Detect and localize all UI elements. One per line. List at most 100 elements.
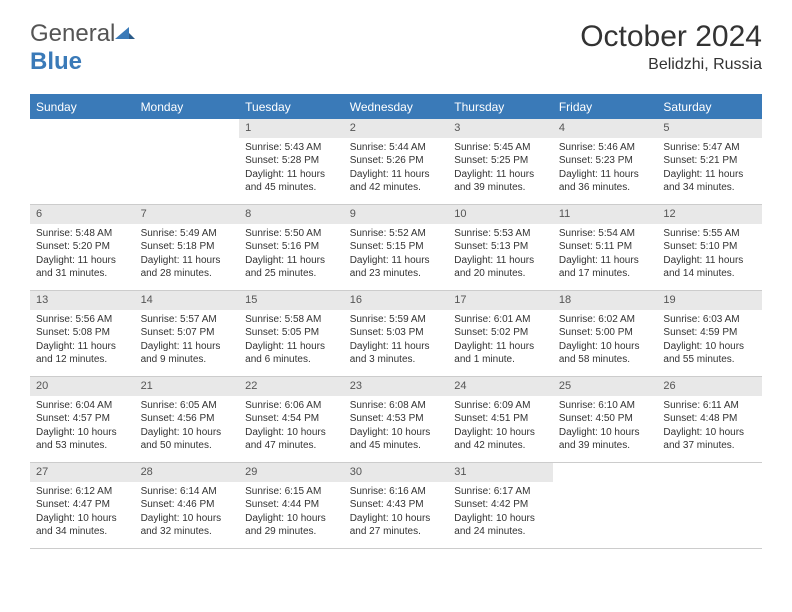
- daylight-text: Daylight: 11 hours and 23 minutes.: [350, 254, 443, 281]
- day-cell: 8Sunrise: 5:50 AMSunset: 5:16 PMDaylight…: [239, 205, 344, 291]
- day-number: 14: [135, 291, 240, 310]
- logo-text: GeneralBlue: [30, 20, 135, 76]
- day-content: Sunrise: 6:12 AMSunset: 4:47 PMDaylight:…: [30, 482, 135, 545]
- sunrise-text: Sunrise: 5:59 AM: [350, 313, 443, 327]
- daylight-text: Daylight: 11 hours and 34 minutes.: [663, 168, 756, 195]
- sunrise-text: Sunrise: 5:58 AM: [245, 313, 338, 327]
- day-content: Sunrise: 5:43 AMSunset: 5:28 PMDaylight:…: [239, 138, 344, 201]
- day-number: 3: [448, 119, 553, 138]
- day-content: Sunrise: 5:52 AMSunset: 5:15 PMDaylight:…: [344, 224, 449, 287]
- day-number: 25: [553, 377, 658, 396]
- day-number: 26: [657, 377, 762, 396]
- day-cell: 26Sunrise: 6:11 AMSunset: 4:48 PMDayligh…: [657, 377, 762, 463]
- day-content: Sunrise: 6:11 AMSunset: 4:48 PMDaylight:…: [657, 396, 762, 459]
- sunrise-text: Sunrise: 5:47 AM: [663, 141, 756, 155]
- day-content: Sunrise: 6:15 AMSunset: 4:44 PMDaylight:…: [239, 482, 344, 545]
- day-number: 2: [344, 119, 449, 138]
- daylight-text: Daylight: 10 hours and 37 minutes.: [663, 426, 756, 453]
- day-cell: 16 Sunrise: 5:59 AMSunset: 5:03 PMDayligh…: [344, 291, 449, 377]
- day-cell: 11Sunrise: 5:54 AMSunset: 5:11 PMDayligh…: [553, 205, 658, 291]
- daylight-text: Daylight: 10 hours and 34 minutes.: [36, 512, 129, 539]
- daylight-text: Daylight: 11 hours and 36 minutes.: [559, 168, 652, 195]
- sunrise-text: Sunrise: 5:44 AM: [350, 141, 443, 155]
- day-content: Sunrise: 6:01 AMSunset: 5:02 PMDaylight:…: [448, 310, 553, 373]
- sunset-text: Sunset: 5:07 PM: [141, 326, 234, 340]
- day-content: Sunrise: 5:48 AMSunset: 5:20 PMDaylight:…: [30, 224, 135, 287]
- day-cell: 23Sunrise: 6:08 AMSunset: 4:53 PMDayligh…: [344, 377, 449, 463]
- sunrise-text: Sunrise: 6:02 AM: [559, 313, 652, 327]
- logo: GeneralBlue: [30, 20, 135, 76]
- day-number: 7: [135, 205, 240, 224]
- day-content: Sunrise: 6:08 AMSunset: 4:53 PMDaylight:…: [344, 396, 449, 459]
- sunset-text: Sunset: 5:16 PM: [245, 240, 338, 254]
- sunset-text: Sunset: 5:00 PM: [559, 326, 652, 340]
- day-cell: 25Sunrise: 6:10 AMSunset: 4:50 PMDayligh…: [553, 377, 658, 463]
- day-number: 17: [448, 291, 553, 310]
- daylight-text: Daylight: 11 hours and 3 minutes.: [350, 340, 443, 367]
- sunrise-text: Sunrise: 5:46 AM: [559, 141, 652, 155]
- day-cell: 28Sunrise: 6:14 AMSunset: 4:46 PMDayligh…: [135, 463, 240, 549]
- sunset-text: Sunset: 4:56 PM: [141, 412, 234, 426]
- sunset-text: Sunset: 5:18 PM: [141, 240, 234, 254]
- daylight-text: Daylight: 10 hours and 50 minutes.: [141, 426, 234, 453]
- day-number: 10: [448, 205, 553, 224]
- day-content: Sunrise: 6:03 AMSunset: 4:59 PMDaylight:…: [657, 310, 762, 373]
- sunset-text: Sunset: 4:53 PM: [350, 412, 443, 426]
- day-number: 15: [239, 291, 344, 310]
- sunrise-text: Sunrise: 5:57 AM: [141, 313, 234, 327]
- day-cell-empty: [657, 463, 762, 549]
- sunrise-text: Sunrise: 6:17 AM: [454, 485, 547, 499]
- day-content: Sunrise: 5:58 AMSunset: 5:05 PMDaylight:…: [239, 310, 344, 373]
- day-content: Sunrise: 5:45 AMSunset: 5:25 PMDaylight:…: [448, 138, 553, 201]
- day-content: Sunrise: 5:57 AMSunset: 5:07 PMDaylight:…: [135, 310, 240, 373]
- title-area: October 2024 Belidzhi, Russia: [580, 20, 762, 74]
- daylight-text: Daylight: 11 hours and 6 minutes.: [245, 340, 338, 367]
- day-number: 9: [344, 205, 449, 224]
- sunset-text: Sunset: 5:20 PM: [36, 240, 129, 254]
- sunset-text: Sunset: 5:15 PM: [350, 240, 443, 254]
- day-number: 22: [239, 377, 344, 396]
- sunset-text: Sunset: 5:21 PM: [663, 154, 756, 168]
- daylight-text: Daylight: 11 hours and 28 minutes.: [141, 254, 234, 281]
- day-cell: 3Sunrise: 5:45 AMSunset: 5:25 PMDaylight…: [448, 119, 553, 205]
- logo-text-part2: Blue: [30, 48, 82, 75]
- day-content: Sunrise: 6:14 AMSunset: 4:46 PMDaylight:…: [135, 482, 240, 545]
- day-number: 4: [553, 119, 658, 138]
- day-content: Sunrise: 5:47 AMSunset: 5:21 PMDaylight:…: [657, 138, 762, 201]
- daylight-text: Daylight: 10 hours and 42 minutes.: [454, 426, 547, 453]
- day-number: 16: [344, 291, 449, 310]
- daylight-text: Daylight: 10 hours and 32 minutes.: [141, 512, 234, 539]
- month-title: October 2024: [580, 20, 762, 54]
- day-cell: 18Sunrise: 6:02 AMSunset: 5:00 PMDayligh…: [553, 291, 658, 377]
- sunset-text: Sunset: 5:10 PM: [663, 240, 756, 254]
- day-cell: 4Sunrise: 5:46 AMSunset: 5:23 PMDaylight…: [553, 119, 658, 205]
- sunset-text: Sunset: 5:26 PM: [350, 154, 443, 168]
- sunrise-text: Sunrise: 6:01 AM: [454, 313, 547, 327]
- sunrise-text: Sunrise: 5:43 AM: [245, 141, 338, 155]
- day-cell: 10Sunrise: 5:53 AMSunset: 5:13 PMDayligh…: [448, 205, 553, 291]
- day-number: 23: [344, 377, 449, 396]
- sunrise-text: Sunrise: 5:56 AM: [36, 313, 129, 327]
- sunrise-text: Sunrise: 6:05 AM: [141, 399, 234, 413]
- sunset-text: Sunset: 5:08 PM: [36, 326, 129, 340]
- day-number: 24: [448, 377, 553, 396]
- sunset-text: Sunset: 4:43 PM: [350, 498, 443, 512]
- day-number: 8: [239, 205, 344, 224]
- day-number: 29: [239, 463, 344, 482]
- day-cell: 15Sunrise: 5:58 AMSunset: 5:05 PMDayligh…: [239, 291, 344, 377]
- day-number: 18: [553, 291, 658, 310]
- daylight-text: Daylight: 11 hours and 14 minutes.: [663, 254, 756, 281]
- sunrise-text: Sunrise: 6:16 AM: [350, 485, 443, 499]
- daylight-text: Daylight: 10 hours and 27 minutes.: [350, 512, 443, 539]
- day-content: Sunrise: 5:54 AMSunset: 5:11 PMDaylight:…: [553, 224, 658, 287]
- day-content: Sunrise: 6:10 AMSunset: 4:50 PMDaylight:…: [553, 396, 658, 459]
- day-content: Sunrise: 6:16 AMSunset: 4:43 PMDaylight:…: [344, 482, 449, 545]
- sunrise-text: Sunrise: 6:09 AM: [454, 399, 547, 413]
- sunset-text: Sunset: 5:03 PM: [350, 326, 443, 340]
- sunset-text: Sunset: 4:42 PM: [454, 498, 547, 512]
- daylight-text: Daylight: 11 hours and 20 minutes.: [454, 254, 547, 281]
- day-cell-empty: [135, 119, 240, 205]
- day-content: Sunrise: 6:02 AMSunset: 5:00 PMDaylight:…: [553, 310, 658, 373]
- sunrise-text: Sunrise: 6:04 AM: [36, 399, 129, 413]
- day-content: Sunrise: 5:53 AMSunset: 5:13 PMDaylight:…: [448, 224, 553, 287]
